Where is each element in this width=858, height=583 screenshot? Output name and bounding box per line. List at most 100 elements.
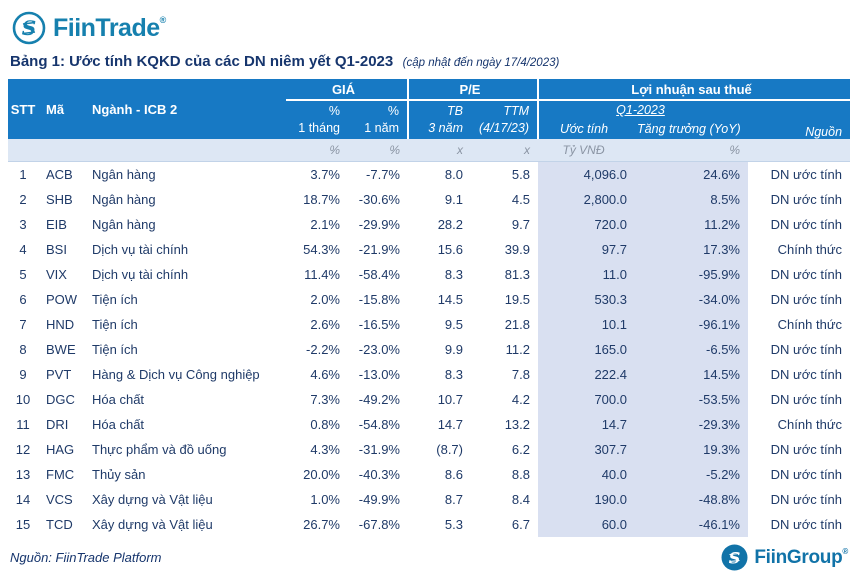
cell-uoc_tinh: 222.4	[538, 362, 635, 387]
table-row: 7 HND Tiện ích 2.6% -16.5% 9.5 21.8 10.1 -96.1% C…	[8, 312, 850, 337]
cell-nguon: DN ước tính	[770, 442, 843, 457]
cell-yoy: -46.1%	[635, 512, 748, 537]
cell-pe_tb: (8.7)	[436, 442, 463, 457]
cell-pe_ttm: 5.8	[511, 167, 530, 182]
cell-m1: 1.0%	[310, 492, 340, 507]
cell-uoc_tinh: 307.7	[538, 437, 635, 462]
cell-nguon: DN ước tính	[770, 342, 843, 357]
cell-uoc_tinh: 40.0	[538, 462, 635, 487]
page-title: Bảng 1: Ước tính KQKD của các DN niêm yế…	[10, 53, 394, 70]
unit-m1: %	[286, 139, 348, 162]
cell-pe_tb: 14.7	[437, 417, 463, 432]
table-body: 1 ACB Ngân hàng 3.7% -7.7% 8.0 5.8 4,096.0 24.6%…	[8, 161, 850, 537]
col-header-tb3nam: TB 3 năm	[408, 100, 471, 139]
col-header-ttm: TTM (4/17/23)	[471, 100, 539, 139]
cell-nganh: Hóa chất	[92, 392, 145, 407]
cell-ma: VIX	[46, 267, 67, 282]
cell-nguon: Chính thức	[777, 242, 843, 257]
cell-uoc_tinh: 2,800.0	[538, 187, 635, 212]
cell-yoy: -96.1%	[635, 312, 748, 337]
cell-yoy: 24.6%	[635, 161, 748, 187]
cell-uoc_tinh: 4,096.0	[538, 161, 635, 187]
cell-yoy: -34.0%	[635, 287, 748, 312]
cell-nguon: DN ước tính	[770, 217, 843, 232]
cell-m1: 54.3%	[303, 242, 340, 257]
svg-text:S: S	[729, 549, 741, 568]
fiingroup-logo-icon: S	[721, 544, 748, 571]
cell-pe_tb: 8.6	[444, 467, 463, 482]
cell-nguon: DN ước tính	[770, 167, 843, 182]
cell-uoc_tinh: 530.3	[538, 287, 635, 312]
cell-ma: POW	[46, 292, 78, 307]
cell-m1: 26.7%	[303, 517, 340, 532]
table-row: 13 FMC Thủy sản 20.0% -40.3% 8.6 8.8 40.0 -5.2% D…	[8, 462, 850, 487]
unit-empty	[748, 139, 851, 162]
unit-tb: x	[408, 139, 471, 162]
cell-stt: 15	[15, 517, 31, 532]
cell-y1: -16.5%	[358, 317, 400, 332]
cell-yoy: -95.9%	[635, 262, 748, 287]
table-row: 8 BWE Tiện ích -2.2% -23.0% 9.9 11.2 165.0 -6.5%…	[8, 337, 850, 362]
cell-pe_ttm: 39.9	[504, 242, 530, 257]
cell-yoy: 8.5%	[635, 187, 748, 212]
cell-uoc_tinh: 14.7	[538, 412, 635, 437]
source-note: Nguồn: FiinTrade Platform	[10, 550, 162, 565]
col-header-stt: STT	[8, 79, 44, 139]
cell-pe_tb: 15.6	[437, 242, 463, 257]
cell-pe_tb: 10.7	[437, 392, 463, 407]
cell-ma: PVT	[46, 367, 72, 382]
table-row: 10 DGC Hóa chất 7.3% -49.2% 10.7 4.2 700.0 -53.5…	[8, 387, 850, 412]
cell-pe_ttm: 13.2	[504, 417, 530, 432]
brand-name: FiinTrade®	[53, 13, 166, 42]
table-row: 1 ACB Ngân hàng 3.7% -7.7% 8.0 5.8 4,096.0 24.6%…	[8, 161, 850, 187]
earnings-table: STT Mã Ngành - ICB 2 GIÁ P/E Lợi nhuận s…	[8, 79, 851, 537]
table-row: 9 PVT Hàng & Dịch vụ Công nghiệp 4.6% -13.0%…	[8, 362, 850, 387]
col-header-ma: Mã	[44, 79, 90, 139]
cell-pe_tb: 8.3	[444, 267, 463, 282]
table-row: 15 TCD Xây dựng và Vật liệu 26.7% -67.8% 5.3 6…	[8, 512, 850, 537]
subgroup-header-q1-2023: Q1-2023	[538, 100, 748, 119]
cell-pe_ttm: 8.8	[511, 467, 530, 482]
cell-uoc_tinh: 60.0	[538, 512, 635, 537]
cell-pe_ttm: 21.8	[504, 317, 530, 332]
unit-ttm: x	[471, 139, 538, 162]
cell-nguon: DN ước tính	[770, 367, 843, 382]
title-bar: Bảng 1: Ước tính KQKD của các DN niêm yế…	[0, 47, 858, 71]
cell-y1: -30.6%	[358, 192, 400, 207]
cell-pe_ttm: 4.5	[511, 192, 530, 207]
unit-uoc: Tỷ VNĐ	[538, 139, 635, 162]
fiingroup-brand: S FiinGroup®	[721, 544, 848, 571]
col-header-tang-truong: Tăng trưởng (YoY)	[635, 119, 748, 139]
table-row: 5 VIX Dịch vụ tài chính 11.4% -58.4% 8.3 81.3 1…	[8, 262, 850, 287]
cell-yoy: 19.3%	[635, 437, 748, 462]
cell-m1: 4.3%	[310, 442, 340, 457]
cell-y1: -21.9%	[358, 242, 400, 257]
cell-nganh: Dịch vụ tài chính	[92, 242, 189, 257]
cell-pe_ttm: 4.2	[511, 392, 530, 407]
cell-nguon: Chính thức	[777, 417, 843, 432]
cell-nguon: DN ước tính	[770, 292, 843, 307]
col-header-uoc-tinh: Ước tính	[538, 119, 635, 139]
cell-uoc_tinh: 700.0	[538, 387, 635, 412]
cell-ma: TCD	[46, 517, 73, 532]
cell-ma: HAG	[46, 442, 75, 457]
table-row: 4 BSI Dịch vụ tài chính 54.3% -21.9% 15.6 39.9…	[8, 237, 850, 262]
cell-ma: VCS	[46, 492, 73, 507]
table-row: 11 DRI Hóa chất 0.8% -54.8% 14.7 13.2 14.7 -29.3…	[8, 412, 850, 437]
cell-nganh: Xây dựng và Vật liệu	[92, 517, 213, 532]
cell-stt: 3	[19, 217, 27, 232]
cell-ma: ACB	[46, 167, 73, 182]
cell-uoc_tinh: 11.0	[538, 262, 635, 287]
cell-nguon: DN ước tính	[770, 192, 843, 207]
cell-uoc_tinh: 10.1	[538, 312, 635, 337]
fiingroup-brand-name: FiinGroup®	[754, 546, 848, 568]
cell-yoy: -29.3%	[635, 412, 748, 437]
cell-yoy: -5.2%	[635, 462, 748, 487]
cell-ma: DRI	[46, 417, 69, 432]
cell-nganh: Thực phẩm và đồ uống	[92, 442, 227, 457]
cell-nguon: DN ước tính	[770, 267, 843, 282]
table-row: 12 HAG Thực phẩm và đồ uống 4.3% -31.9% (8.7)…	[8, 437, 850, 462]
group-header-lnst: Lợi nhuận sau thuế	[538, 79, 851, 101]
col-header-1nam: % 1 năm	[348, 100, 409, 139]
